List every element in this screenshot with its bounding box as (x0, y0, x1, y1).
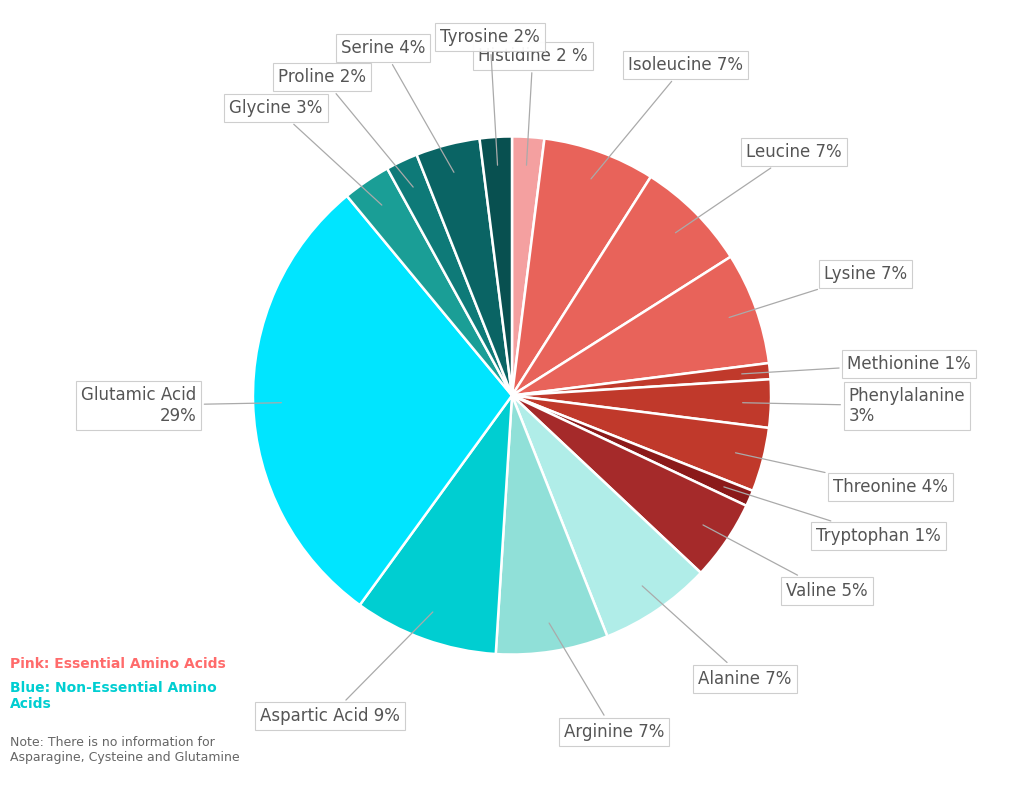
Text: Note: There is no information for
Asparagine, Cysteine and Glutamine: Note: There is no information for Aspara… (10, 736, 240, 764)
Text: Alanine 7%: Alanine 7% (642, 586, 792, 687)
Text: Phenylalanine
3%: Phenylalanine 3% (742, 387, 966, 426)
Wedge shape (512, 363, 770, 396)
Wedge shape (479, 137, 512, 396)
Text: Methionine 1%: Methionine 1% (741, 355, 971, 374)
Text: Isoleucine 7%: Isoleucine 7% (591, 56, 742, 179)
Wedge shape (512, 396, 700, 636)
Wedge shape (512, 396, 769, 491)
Text: Lysine 7%: Lysine 7% (729, 265, 907, 317)
Wedge shape (359, 396, 512, 654)
Wedge shape (512, 257, 769, 396)
Wedge shape (253, 196, 512, 605)
Wedge shape (512, 396, 746, 573)
Text: Tryptophan 1%: Tryptophan 1% (724, 487, 941, 545)
Text: Aspartic Acid 9%: Aspartic Acid 9% (260, 612, 433, 725)
Wedge shape (496, 396, 607, 654)
Text: Tyrosine 2%: Tyrosine 2% (440, 28, 540, 165)
Text: Threonine 4%: Threonine 4% (735, 452, 948, 496)
Wedge shape (512, 138, 651, 396)
Text: Valine 5%: Valine 5% (703, 525, 868, 600)
Wedge shape (512, 396, 753, 505)
Text: Arginine 7%: Arginine 7% (549, 623, 665, 741)
Wedge shape (512, 176, 731, 396)
Wedge shape (387, 155, 512, 396)
Text: Pink: Essential Amino Acids: Pink: Essential Amino Acids (10, 657, 226, 672)
Wedge shape (347, 168, 512, 396)
Text: Glutamic Acid
29%: Glutamic Acid 29% (81, 386, 282, 425)
Wedge shape (512, 137, 545, 396)
Text: Leucine 7%: Leucine 7% (676, 143, 842, 233)
Wedge shape (417, 138, 512, 396)
Text: Blue: Non-Essential Amino
Acids: Blue: Non-Essential Amino Acids (10, 681, 217, 711)
Text: Proline 2%: Proline 2% (279, 68, 413, 187)
Text: Serine 4%: Serine 4% (341, 39, 454, 172)
Wedge shape (512, 379, 771, 428)
Text: Histidine 2 %: Histidine 2 % (478, 47, 588, 165)
Text: Glycine 3%: Glycine 3% (229, 99, 382, 205)
